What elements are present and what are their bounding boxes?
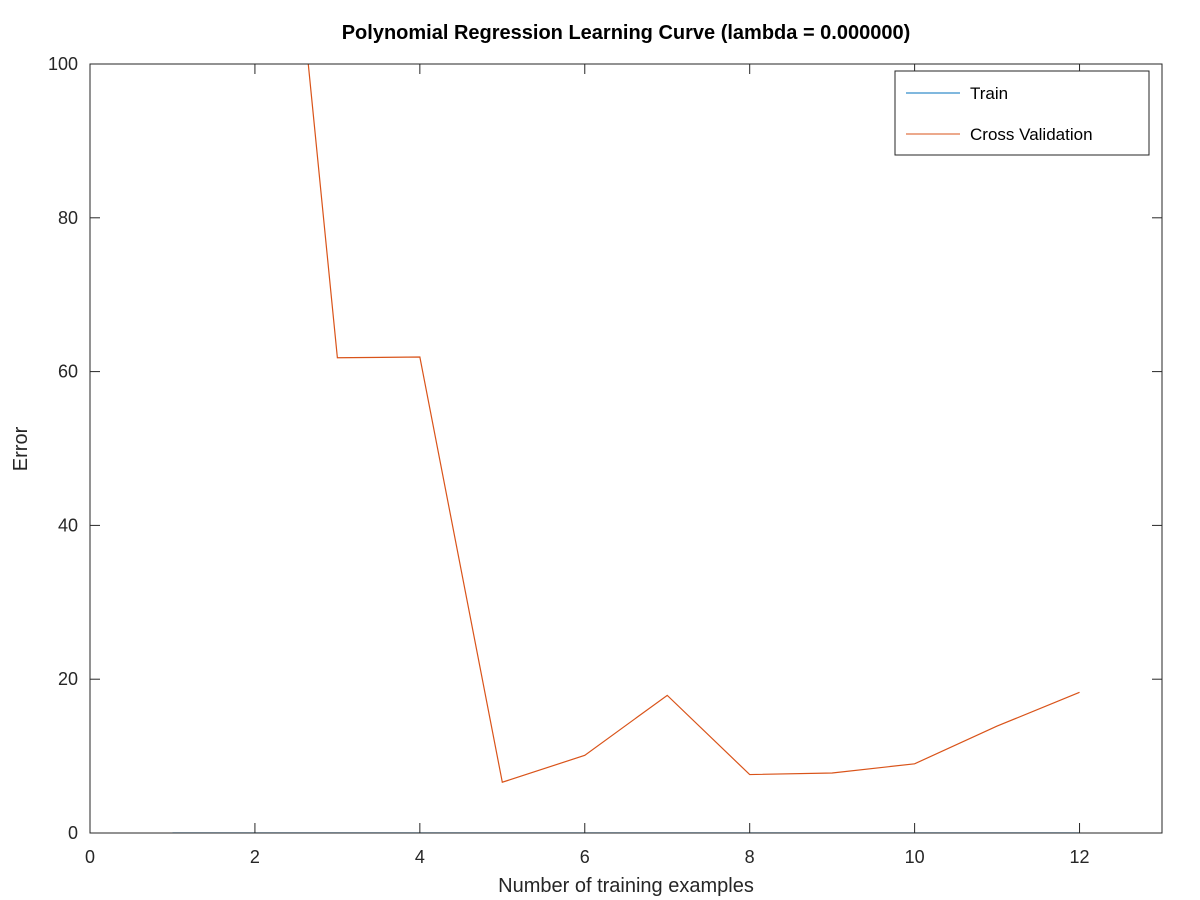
y-tick-label: 100 [48, 54, 78, 74]
y-tick-label: 60 [58, 362, 78, 382]
axes-box [89, 63, 1163, 834]
chart-title: Polynomial Regression Learning Curve (la… [342, 22, 911, 44]
legend: Train Cross Validation [894, 70, 1150, 156]
x-tick-label: 12 [1070, 847, 1090, 867]
y-tick-label: 40 [58, 515, 78, 535]
tick-layer: 0 2 4 6 8 10 12 0 20 40 60 80 100 [48, 54, 1162, 867]
legend-box [894, 70, 1150, 156]
y-tick-label: 80 [58, 208, 78, 228]
y-tick-label: 0 [68, 823, 78, 843]
x-tick-label: 2 [250, 847, 260, 867]
x-tick-label: 6 [580, 847, 590, 867]
x-tick-label: 4 [415, 847, 425, 867]
legend-label-train: Train [970, 84, 1008, 103]
plot-area [90, 64, 1162, 833]
x-tick-label: 0 [85, 847, 95, 867]
x-tick-label: 10 [905, 847, 925, 867]
y-tick-label: 20 [58, 669, 78, 689]
series-line-cross-validation [307, 64, 1080, 784]
x-axis-label: Number of training examples [498, 875, 754, 897]
series-layer [172, 64, 1080, 833]
y-axis-label: Error [10, 426, 32, 471]
legend-label-cross-validation: Cross Validation [970, 125, 1093, 144]
x-tick-label: 8 [745, 847, 755, 867]
